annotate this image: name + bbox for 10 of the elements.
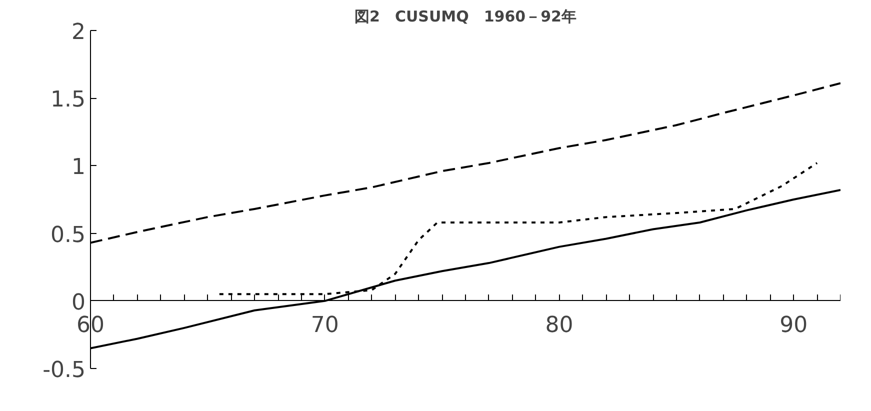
y-tick-label: -0.5 bbox=[42, 358, 86, 383]
y-tick-label: 1.5 bbox=[50, 88, 86, 113]
x-tick-label: 80 bbox=[545, 312, 574, 338]
x-tick-label: 90 bbox=[780, 312, 808, 338]
chart-title: 図2 CUSUMQ 1960－92年 bbox=[354, 8, 576, 26]
y-tick-label: 1 bbox=[72, 155, 86, 180]
y-tick-label: 0 bbox=[72, 290, 86, 316]
x-tick-label: 70 bbox=[310, 312, 339, 338]
y-tick-label: 0.5 bbox=[50, 222, 86, 248]
y-tick-label: 2 bbox=[72, 20, 86, 45]
